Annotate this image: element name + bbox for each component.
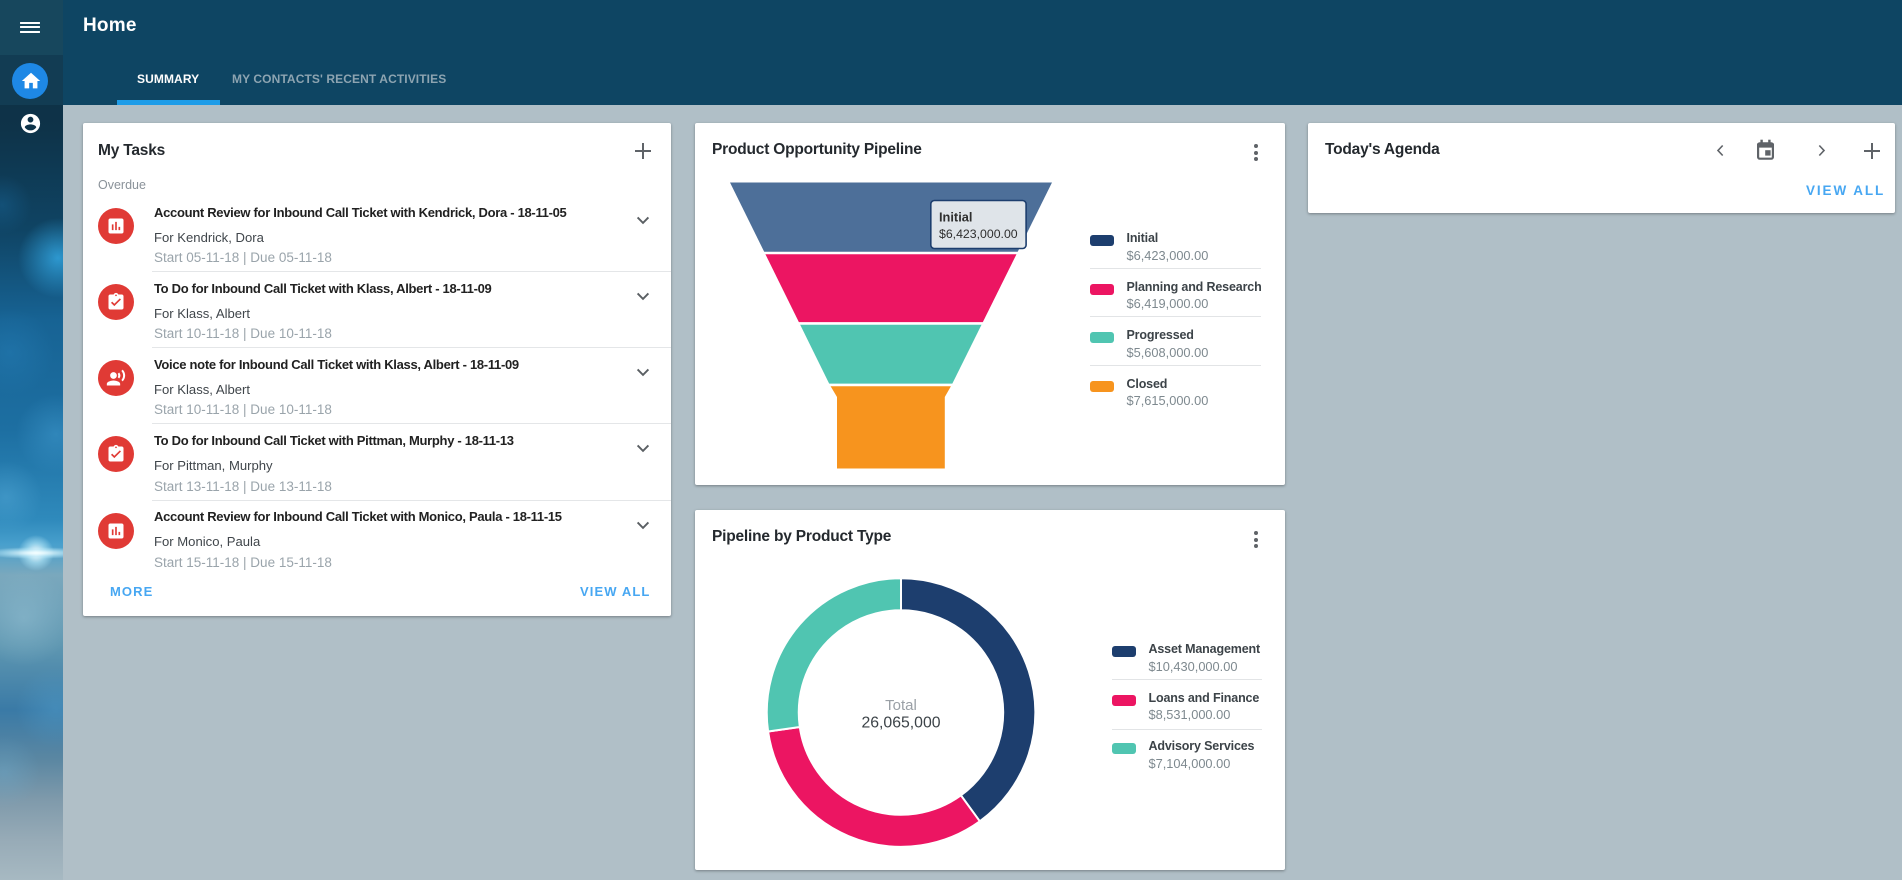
svg-text:26,065,000: 26,065,000 bbox=[861, 715, 940, 732]
svg-text:Total: Total bbox=[885, 697, 917, 714]
svg-text:Initial: Initial bbox=[939, 210, 972, 225]
svg-text:$6,423,000.00: $6,423,000.00 bbox=[939, 227, 1018, 241]
